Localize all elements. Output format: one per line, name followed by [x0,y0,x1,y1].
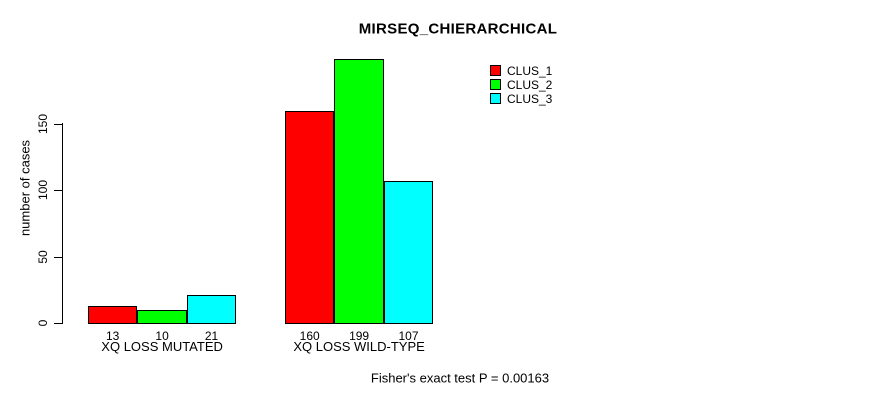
y-axis-line [62,123,63,324]
bar-value-label: 199 [349,329,370,343]
legend-swatch [490,65,501,76]
annotation-caption: Fisher's exact test P = 0.00163 [370,370,550,386]
bar-value-label: 107 [398,329,419,343]
bar-value-label: 13 [106,329,120,343]
y-tick-label: 150 [36,113,50,134]
legend-item-clus_3: CLUS_3 [490,91,553,106]
bar-clus_2 [137,309,187,324]
legend-swatch [490,79,501,90]
y-tick-label: 50 [36,249,50,264]
chart-title: MIRSEQ_CHIERARCHICAL [358,20,558,38]
category-label: XQ LOSS WILD-TYPE [293,339,425,354]
legend-label: CLUS_2 [507,77,553,92]
legend-item-clus_2: CLUS_2 [490,77,553,92]
legend-label: CLUS_3 [507,91,553,106]
bar-clus_3 [186,295,237,324]
y-tick-label: 0 [36,319,50,327]
bar-clus_1 [285,110,335,324]
bar-value-label: 10 [155,329,169,343]
legend: CLUS_1 CLUS_2 CLUS_3 [490,64,552,106]
bar-clus_2 [334,58,384,324]
y-tick-mark [54,190,63,192]
bar-value-label: 21 [204,329,219,343]
y-tick-mark [54,256,63,258]
y-tick-mark [54,123,63,125]
legend-swatch [490,93,501,104]
legend-label: CLUS_1 [507,63,553,78]
y-tick-mark [54,323,63,324]
category-label: XQ LOSS MUTATED [101,339,223,354]
bar-clus_3 [383,180,434,324]
legend-item-clus_1: CLUS_1 [490,63,553,78]
y-axis-label: number of cases [17,139,33,237]
bar-value-label: 160 [299,329,320,343]
y-tick-label: 100 [36,180,50,201]
bar-clus_1 [88,305,138,324]
